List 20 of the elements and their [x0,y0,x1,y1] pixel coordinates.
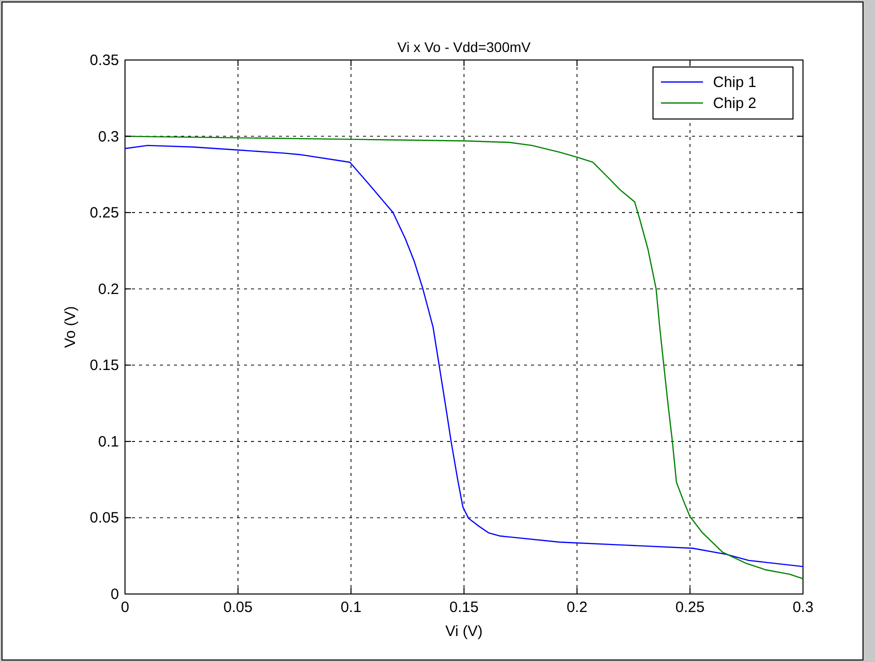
legend-label: Chip 1 [713,74,756,91]
y-axis-title: Vo (V) [62,306,79,348]
x-tick-label: 0.05 [223,599,253,616]
x-tick-label: 0.3 [792,599,814,616]
x-tick-label: 0.1 [340,599,362,616]
y-tick-label: 0.15 [90,357,119,374]
x-tick-label: 0.2 [566,599,588,616]
y-tick-label: 0.3 [98,128,119,146]
y-tick-label: 0 [110,586,119,603]
y-tick-label: 0.35 [90,52,119,69]
chart-title: Vi x Vo - Vdd=300mV [397,39,532,55]
y-tick-label: 0.05 [90,510,119,527]
y-tick-label: 0.1 [98,433,119,450]
y-tick-label: 0.2 [98,280,119,298]
x-axis-title: Vi (V) [445,623,483,640]
x-tick-label: 0.15 [449,599,479,616]
y-tick-label: 0.25 [90,204,119,222]
legend-label: Chip 2 [713,95,756,112]
x-tick-label: 0 [120,599,130,616]
x-tick-label: 0.25 [675,599,705,616]
